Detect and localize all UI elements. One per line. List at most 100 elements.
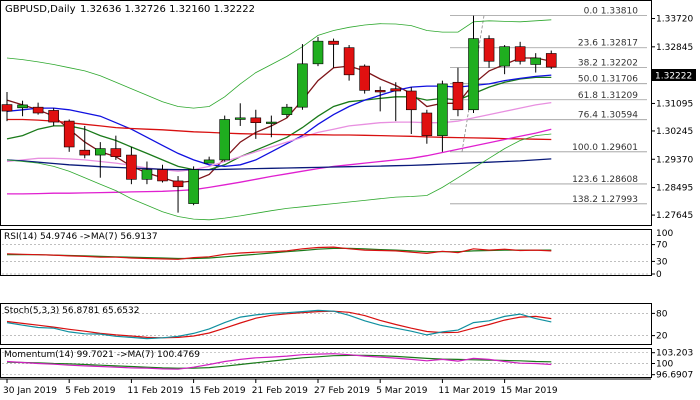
candle-body xyxy=(1,104,13,112)
panel-frames xyxy=(0,0,652,378)
momentum-line xyxy=(6,353,552,370)
momentum-line xyxy=(6,354,552,369)
candle-body xyxy=(172,180,184,188)
candle-body xyxy=(250,117,262,124)
fib-label: 38.2 1.32202 xyxy=(578,59,638,69)
price-axis: 1.337201.328451.319701.310951.302451.293… xyxy=(651,15,693,221)
candle-body xyxy=(328,40,339,45)
fibonacci-levels: 0.0 1.33810 23.6 1.32817 38.2 1.32202 50.0 … xyxy=(450,7,647,205)
header-ohlc: 1.32636 1.32726 1.32160 1.32222 xyxy=(80,4,255,15)
candle-body xyxy=(483,38,495,62)
candle-body xyxy=(266,121,277,124)
price-tick-label: 1.27645 xyxy=(656,211,693,221)
candle-body xyxy=(312,40,324,65)
overlay-line xyxy=(6,133,552,221)
momentum-tick-label: 103.203 xyxy=(656,349,693,359)
candle-body xyxy=(359,65,370,91)
rsi-top-tick-label: 100 xyxy=(656,229,673,239)
rsi-tick-label: 30 xyxy=(656,257,668,267)
price-tick-label: 1.33720 xyxy=(656,15,693,25)
candle-body xyxy=(405,90,417,111)
candle-body xyxy=(141,169,153,180)
candle-body xyxy=(514,46,526,62)
candle-body xyxy=(219,119,230,161)
stoch-label: Stoch(5,3,3) 56.8781 65.6532 xyxy=(4,306,139,316)
candle-body xyxy=(234,117,246,120)
stochastic-indicator: 80 20 xyxy=(2,309,668,342)
candle-body xyxy=(17,104,28,109)
fib-label: 123.6 1.28608 xyxy=(572,175,638,185)
price-tick-label: 1.32845 xyxy=(656,43,693,53)
candle-body xyxy=(499,46,510,67)
stoch-line xyxy=(6,310,552,339)
candle-body xyxy=(203,159,215,164)
price-tick-label: 1.31095 xyxy=(656,99,693,109)
time-tick-label: 11 Mar 2019 xyxy=(438,386,495,396)
rsi-indicator: 70 30 0 100 xyxy=(2,229,673,280)
rsi-panel-frame xyxy=(0,229,652,276)
candlesticks xyxy=(1,15,557,213)
rsi-label: RSI(14) 54.9746 ->MA(7) 56.9137 xyxy=(4,232,158,242)
candle-body xyxy=(188,169,199,204)
fib-label: 100.0 1.29601 xyxy=(572,143,638,153)
candle-body xyxy=(374,90,386,93)
candle-body xyxy=(390,88,402,92)
header-symbol: GBPUSD,Daily xyxy=(5,4,76,15)
candle-body xyxy=(297,63,308,108)
candle-body xyxy=(110,148,122,157)
momentum-tick-label: 100 xyxy=(656,360,673,370)
candle-body xyxy=(126,154,137,180)
candle-body xyxy=(48,110,59,123)
price-tag-box xyxy=(652,69,696,81)
price-tag-text: 1.32222 xyxy=(655,72,692,82)
stoch-tick-label: 80 xyxy=(656,309,668,319)
fib-label: 23.6 1.32817 xyxy=(578,39,638,49)
time-tick-label: 30 Jan 2019 xyxy=(3,386,57,396)
candle-body xyxy=(437,83,448,136)
candle-body xyxy=(95,148,106,156)
price-panel-frame xyxy=(0,0,652,226)
momentum-tick-label: 96.6907 xyxy=(656,371,693,381)
candle-body xyxy=(421,112,433,136)
time-tick-label: 15 Mar 2019 xyxy=(501,386,558,396)
rsi-line xyxy=(6,246,552,260)
time-tick-label: 5 Mar 2019 xyxy=(376,386,428,396)
candle-body xyxy=(452,81,464,111)
time-tick-label: 27 Feb 2019 xyxy=(314,386,370,396)
fib-label: 138.2 1.27993 xyxy=(572,195,638,205)
momentum-label: Momentum(14) 99.7021 ->MA(7) 100.4769 xyxy=(4,350,200,360)
candle-body xyxy=(545,53,557,68)
fib-trendline xyxy=(461,15,485,152)
rsi-tick-label: 0 xyxy=(656,270,662,280)
candle-body xyxy=(281,106,293,115)
candle-body xyxy=(530,57,542,65)
candle-body xyxy=(157,169,168,182)
overlay-line xyxy=(7,128,552,195)
stoch-line xyxy=(6,309,552,340)
fib-label: 50.0 1.31706 xyxy=(578,75,638,85)
stoch-tick-label: 20 xyxy=(656,332,668,342)
price-tick-label: 1.28495 xyxy=(656,184,693,194)
fib-label: 61.8 1.31209 xyxy=(578,91,638,101)
time-axis: 30 Jan 2019 5 Feb 2019 11 Feb 2019 15 Feb 2… xyxy=(0,378,651,396)
candle-body xyxy=(63,120,75,148)
price-tick-label: 1.29370 xyxy=(656,155,693,165)
fib-label: 76.4 1.30594 xyxy=(578,111,638,121)
current-price-tag: 1.32222 xyxy=(652,69,696,82)
time-tick-label: 5 Feb 2019 xyxy=(65,386,116,396)
overlay-line xyxy=(7,118,552,141)
time-tick-label: 21 Feb 2019 xyxy=(252,386,308,396)
time-tick-label: 11 Feb 2019 xyxy=(127,386,183,396)
overlay-line xyxy=(6,101,552,172)
rsi-tick-label: 70 xyxy=(656,241,668,251)
time-tick-label: 15 Feb 2019 xyxy=(190,386,246,396)
price-tick-label: 1.30245 xyxy=(656,127,693,137)
candle-body xyxy=(468,38,479,111)
candle-body xyxy=(79,149,91,156)
candle-body xyxy=(32,106,44,114)
candle-body xyxy=(343,47,355,76)
overlay-line xyxy=(6,19,552,109)
